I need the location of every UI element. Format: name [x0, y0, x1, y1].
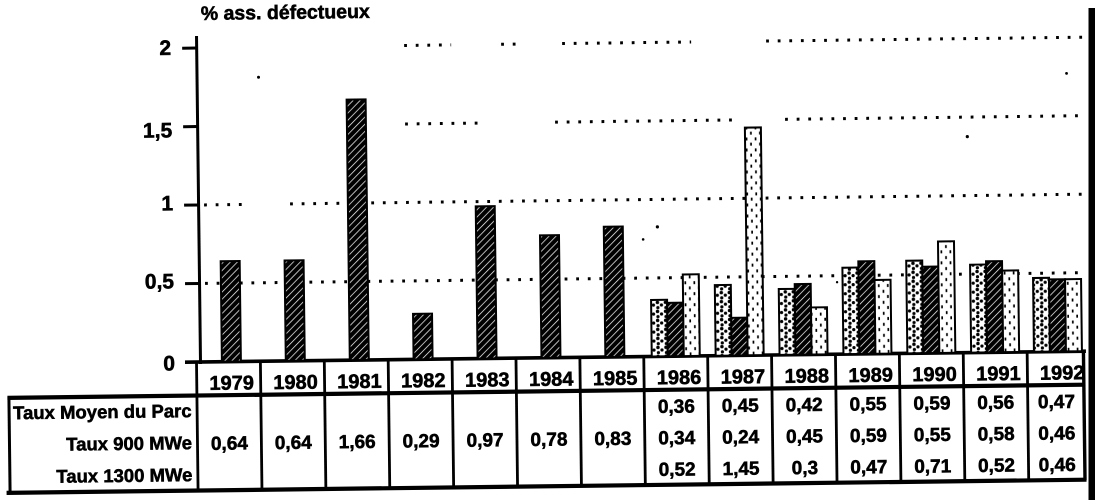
- svg-text:0,36: 0,36: [658, 396, 695, 417]
- svg-text:0,97: 0,97: [466, 430, 503, 451]
- svg-text:0,64: 0,64: [275, 433, 313, 454]
- svg-text:0,29: 0,29: [402, 431, 439, 452]
- svg-text:1987: 1987: [721, 366, 766, 389]
- svg-text:1,5: 1,5: [143, 119, 173, 142]
- svg-text:1989: 1989: [848, 365, 893, 388]
- svg-text:Taux Moyen du Parc: Taux Moyen du Parc: [13, 400, 192, 423]
- svg-text:0,78: 0,78: [530, 430, 567, 451]
- svg-text:1985: 1985: [593, 368, 638, 391]
- svg-text:0,3: 0,3: [792, 458, 819, 479]
- svg-text:0,52: 0,52: [978, 456, 1015, 477]
- svg-text:1981: 1981: [337, 371, 382, 394]
- svg-text:1: 1: [161, 192, 173, 215]
- svg-text:1,66: 1,66: [339, 432, 376, 453]
- svg-text:0,59: 0,59: [850, 426, 887, 447]
- svg-text:0,83: 0,83: [594, 429, 631, 450]
- svg-text:0,47: 0,47: [1038, 392, 1075, 413]
- svg-text:0,5: 0,5: [145, 270, 175, 293]
- svg-text:0,59: 0,59: [913, 393, 950, 414]
- svg-text:0,71: 0,71: [914, 456, 952, 477]
- svg-text:0,24: 0,24: [722, 427, 760, 448]
- svg-text:Taux 1300 MWe: Taux 1300 MWe: [56, 464, 192, 487]
- svg-text:1990: 1990: [912, 364, 957, 387]
- svg-text:1982: 1982: [401, 370, 446, 393]
- svg-text:0,55: 0,55: [849, 394, 887, 415]
- svg-text:1988: 1988: [784, 365, 829, 388]
- svg-text:0,64: 0,64: [211, 433, 249, 454]
- svg-text:0,52: 0,52: [659, 459, 696, 480]
- svg-text:0,46: 0,46: [1039, 455, 1076, 476]
- svg-text:0: 0: [163, 352, 175, 375]
- svg-text:1986: 1986: [657, 367, 702, 390]
- svg-text:2: 2: [159, 37, 171, 60]
- svg-text:Taux 900 MWe: Taux 900 MWe: [66, 432, 192, 455]
- svg-text:0,55: 0,55: [914, 425, 952, 446]
- svg-text:1979: 1979: [209, 372, 254, 395]
- svg-text:% ass. défectueux: % ass. défectueux: [201, 1, 370, 25]
- svg-text:0,45: 0,45: [786, 426, 824, 447]
- svg-text:1983: 1983: [465, 369, 510, 392]
- svg-text:0,42: 0,42: [786, 395, 823, 416]
- svg-text:1992: 1992: [1040, 362, 1085, 385]
- svg-text:1984: 1984: [529, 368, 575, 391]
- svg-text:1980: 1980: [273, 372, 318, 395]
- svg-text:0,56: 0,56: [977, 393, 1014, 414]
- svg-text:0,45: 0,45: [722, 396, 760, 417]
- svg-text:1991: 1991: [976, 363, 1021, 386]
- svg-text:0,47: 0,47: [850, 457, 887, 478]
- svg-text:0,58: 0,58: [978, 424, 1015, 445]
- svg-text:0,34: 0,34: [658, 428, 696, 449]
- svg-text:0,46: 0,46: [1038, 423, 1075, 444]
- svg-text:1,45: 1,45: [722, 459, 760, 480]
